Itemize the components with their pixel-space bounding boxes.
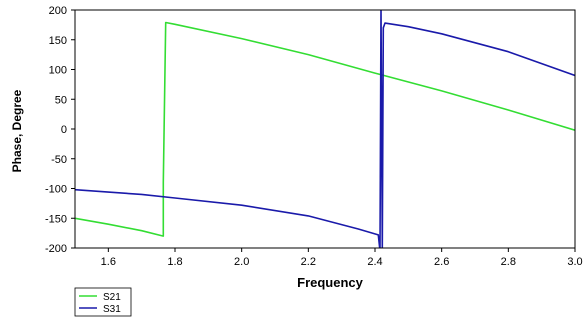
legend-label-s21: S21	[103, 292, 121, 303]
y-tick-label: -200	[45, 243, 67, 255]
y-tick-label: 0	[61, 124, 67, 136]
plot-area-frame	[74, 9, 576, 249]
y-tick-label: -150	[45, 213, 67, 225]
y-tick-label: 100	[49, 65, 67, 77]
x-tick-label: 3.0	[567, 256, 582, 268]
x-tick-label: 1.6	[101, 256, 116, 268]
y-tick-label: -100	[45, 184, 67, 196]
series-layer	[75, 10, 575, 248]
series-line-s31	[75, 10, 575, 248]
axis-layer: -200 -150 -100 -50 0 50 100 150 200 1.6 1.8 2.0 2.2 2…	[45, 5, 583, 268]
y-tick-label: 50	[55, 94, 67, 106]
x-tick-label: 1.8	[167, 256, 182, 268]
x-tick-label: 2.2	[301, 256, 316, 268]
y-tick-label: 200	[49, 5, 67, 17]
legend-label-s31: S31	[103, 304, 121, 315]
x-tick-label: 2.0	[234, 256, 249, 268]
x-tick-label: 2.8	[501, 256, 516, 268]
legend-box	[74, 287, 132, 317]
y-axis-title: Phase, Degree	[10, 89, 24, 172]
x-axis-title: Frequency	[297, 275, 364, 290]
x-tick-label: 2.4	[367, 256, 382, 268]
y-tick-label: -50	[51, 154, 67, 166]
x-tick-label: 2.6	[434, 256, 449, 268]
y-tick-label: 150	[49, 35, 67, 47]
series-line-s21	[75, 21, 575, 237]
